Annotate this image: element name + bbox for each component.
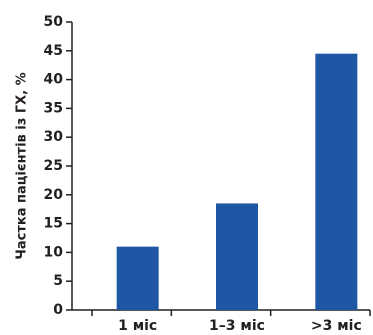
y-tick-label: 40 [44, 72, 64, 88]
x-tick-label: 1–3 міс [209, 318, 265, 334]
y-tick-label: 35 [44, 100, 63, 116]
y-axis-title: Частка пацієнтів із ГХ, % [15, 72, 30, 259]
y-ticks: 0 5 10 15 20 25 30 35 40 45 50 [44, 14, 72, 318]
x-ticks: 1 міс 1–3 міс >3 міс [91, 310, 371, 334]
bar-2 [216, 203, 258, 310]
y-tick-label: 5 [53, 273, 63, 289]
y-tick-label: 10 [44, 244, 64, 260]
x-axis: 1 міс 1–3 міс >3 міс [72, 309, 371, 334]
y-tick-label: 25 [44, 158, 63, 174]
y-tick-label: 0 [53, 302, 63, 318]
y-tick-label: 20 [44, 187, 64, 203]
y-tick-label: 15 [44, 216, 63, 232]
bar-1 [116, 246, 159, 310]
y-tick-label: 45 [44, 43, 63, 59]
bars [116, 53, 358, 311]
y-axis: 0 5 10 15 20 25 30 35 40 45 50 Частка пацієнтів із… [15, 14, 73, 318]
x-tick-label: >3 міс [311, 318, 362, 334]
x-tick-label: 1 міс [118, 318, 157, 334]
y-tick-label: 50 [44, 14, 64, 30]
y-tick-label: 30 [44, 129, 64, 145]
bar-3 [315, 53, 358, 311]
